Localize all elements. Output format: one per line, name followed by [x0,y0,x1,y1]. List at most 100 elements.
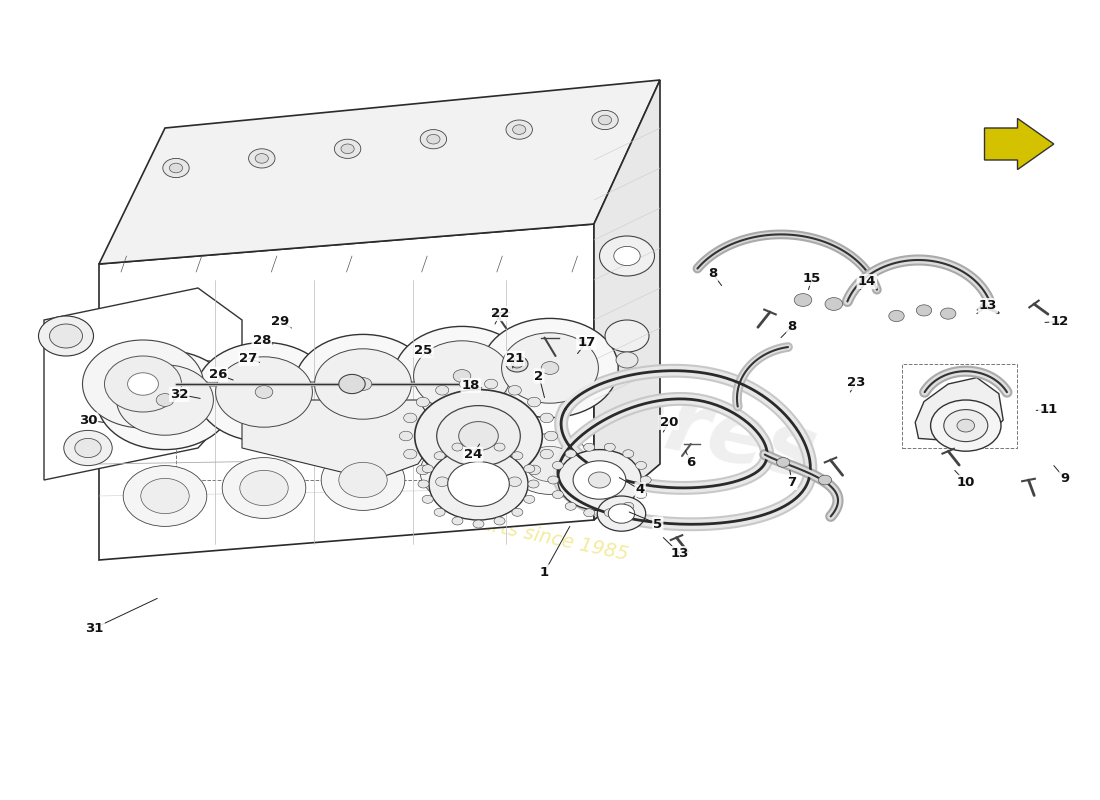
Circle shape [448,462,509,506]
Circle shape [460,379,473,389]
Text: 13: 13 [671,547,689,560]
Circle shape [117,365,213,435]
Circle shape [565,450,576,458]
Text: 32: 32 [170,388,188,401]
Text: 10: 10 [957,476,975,489]
Text: 29: 29 [272,315,289,328]
Circle shape [502,333,598,403]
Circle shape [240,470,288,506]
Text: 31: 31 [86,622,103,634]
Text: 4: 4 [636,483,645,496]
Circle shape [558,450,641,510]
Circle shape [608,504,635,523]
Circle shape [494,517,505,525]
Circle shape [494,443,505,451]
Circle shape [605,320,649,352]
Circle shape [420,442,504,502]
Text: 11: 11 [1040,403,1057,416]
Circle shape [473,520,484,528]
Circle shape [315,349,411,419]
Circle shape [512,452,522,460]
Circle shape [592,110,618,130]
Circle shape [321,450,405,510]
Circle shape [437,406,520,466]
Circle shape [548,476,559,484]
Circle shape [249,149,275,168]
Text: 22: 22 [492,307,509,320]
Circle shape [616,352,638,368]
Circle shape [295,334,431,434]
Text: 26: 26 [209,368,227,381]
Circle shape [544,431,558,441]
Circle shape [339,462,387,498]
Circle shape [156,394,174,406]
Polygon shape [915,378,1003,442]
Circle shape [508,434,592,494]
Circle shape [777,458,790,467]
Text: 30: 30 [79,414,97,426]
Circle shape [64,430,112,466]
Circle shape [196,342,332,442]
Circle shape [528,480,539,488]
Text: 12: 12 [1050,315,1068,328]
Circle shape [453,370,471,382]
Circle shape [436,477,449,486]
Text: 2: 2 [535,370,543,382]
Circle shape [255,386,273,398]
Circle shape [524,465,535,473]
Circle shape [528,398,541,407]
Circle shape [416,465,429,474]
Circle shape [434,508,446,516]
Polygon shape [984,118,1054,170]
Circle shape [163,158,189,178]
Circle shape [438,454,486,490]
Text: eurospares: eurospares [275,303,825,497]
Circle shape [825,298,843,310]
Circle shape [222,458,306,518]
Circle shape [540,413,553,422]
Circle shape [512,360,522,368]
Circle shape [436,386,449,395]
Circle shape [334,139,361,158]
Circle shape [416,398,429,407]
Circle shape [640,476,651,484]
Circle shape [39,316,94,356]
Circle shape [931,400,1001,451]
Circle shape [598,115,612,125]
Circle shape [216,357,312,427]
Text: 8: 8 [708,267,717,280]
Text: 13: 13 [979,299,997,312]
Circle shape [588,472,610,488]
Circle shape [552,490,563,498]
Text: 17: 17 [578,336,595,349]
Circle shape [75,438,101,458]
Circle shape [404,413,417,422]
Circle shape [552,462,563,470]
Circle shape [528,465,541,474]
Circle shape [123,466,207,526]
Circle shape [484,483,497,493]
Text: 25: 25 [415,344,432,357]
Text: a passion for parts since 1985: a passion for parts since 1985 [338,484,630,564]
Circle shape [604,509,615,517]
Text: 28: 28 [253,334,271,346]
Text: 5: 5 [653,518,662,530]
Circle shape [940,308,956,319]
Circle shape [573,461,626,499]
Circle shape [422,465,433,473]
Polygon shape [99,80,660,264]
Circle shape [341,144,354,154]
Circle shape [452,517,463,525]
Text: 27: 27 [240,352,257,365]
Circle shape [414,341,510,411]
Text: 18: 18 [462,379,480,392]
Circle shape [434,452,446,460]
Circle shape [818,475,832,485]
Polygon shape [594,80,660,520]
Text: 9: 9 [1060,472,1069,485]
Circle shape [473,440,484,448]
Text: 20: 20 [660,416,678,429]
Circle shape [459,422,498,450]
Circle shape [399,431,412,441]
Circle shape [524,495,535,503]
